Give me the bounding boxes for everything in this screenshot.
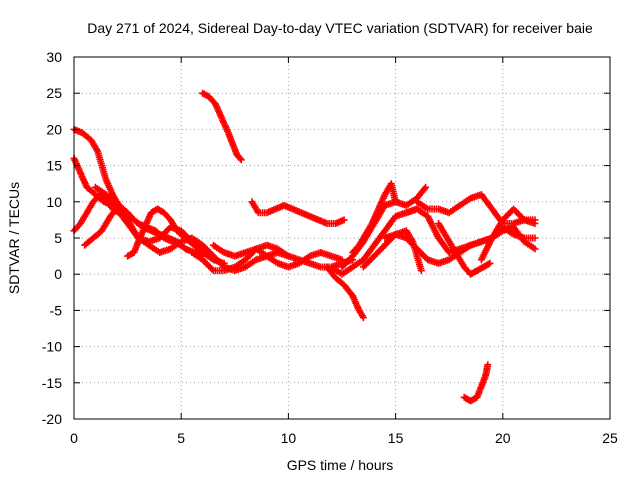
- series-track-11: [248, 198, 348, 227]
- data-points: [70, 89, 539, 405]
- marker-trail: [323, 263, 367, 322]
- marker-trail: [460, 361, 492, 405]
- y-tick-label: 25: [46, 85, 62, 101]
- y-axis-label: SDTVAR / TECUs: [6, 182, 22, 294]
- marker-trail: [199, 89, 245, 164]
- y-tick-label: 5: [54, 230, 62, 246]
- y-tick-label: 30: [46, 49, 62, 65]
- series-track-22: [477, 205, 539, 264]
- series-track-19: [413, 191, 539, 227]
- series-track-08: [199, 89, 245, 164]
- y-tick-label: 15: [46, 158, 62, 174]
- marker-trail: [209, 241, 346, 271]
- series-track-21: [460, 361, 492, 405]
- x-tick-label: 25: [602, 430, 618, 446]
- marker-trail: [248, 198, 348, 227]
- axis-ticks: 0 5 10 15 20 25 -20 -15 -10 -5 0 5 10 15 20 25 30: [42, 49, 618, 446]
- marker-trail: [134, 234, 292, 275]
- y-tick-label: 0: [54, 266, 62, 282]
- series-track-12: [323, 263, 367, 322]
- y-tick-label: -10: [42, 339, 62, 355]
- x-tick-label: 0: [70, 430, 78, 446]
- series-track-09: [188, 241, 357, 275]
- y-tick-label: -20: [42, 411, 62, 427]
- x-tick-label: 15: [388, 430, 404, 446]
- x-tick-label: 5: [177, 430, 185, 446]
- marker-trail: [435, 220, 494, 278]
- y-tick-label: -5: [50, 302, 63, 318]
- series-track-07: [134, 234, 292, 275]
- marker-trail: [349, 180, 400, 256]
- y-tick-label: -15: [42, 375, 62, 391]
- y-tick-label: 20: [46, 121, 62, 137]
- marker-trail: [477, 205, 539, 264]
- marker-trail: [188, 241, 357, 275]
- chart-title: Day 271 of 2024, Sidereal Day-to-day VTE…: [87, 20, 593, 36]
- x-tick-label: 20: [495, 430, 511, 446]
- x-tick-label: 10: [281, 430, 297, 446]
- series-track-10: [209, 241, 346, 271]
- series-track-18: [381, 227, 425, 275]
- x-axis-label: GPS time / hours: [287, 457, 394, 473]
- series-track-14: [349, 180, 400, 256]
- marker-trail: [381, 227, 425, 275]
- y-tick-label: 10: [46, 194, 62, 210]
- series-track-20: [435, 220, 494, 278]
- marker-trail: [413, 191, 539, 227]
